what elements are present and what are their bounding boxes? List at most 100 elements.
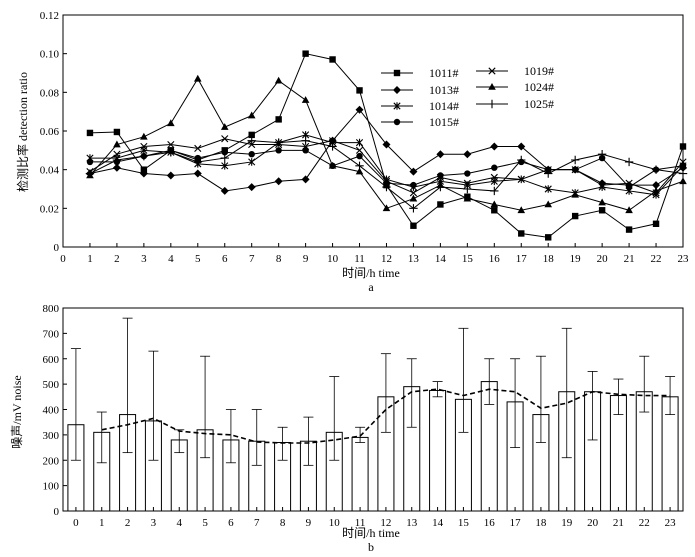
chart-a-point-1013#: [139, 169, 148, 178]
chart-b-xtick-label: 15: [458, 517, 470, 529]
chart-a-xtick-label: 10: [327, 253, 339, 265]
chart-a-point-1024#: [274, 76, 283, 84]
chart-a-point-1015#: [491, 164, 498, 171]
chart-b-ylabel: 噪声/mV noise: [10, 375, 24, 448]
chart-a-point-1011#: [86, 129, 94, 137]
chart-a-ytick-label: 0: [54, 242, 60, 254]
chart-a-point-1024#: [247, 111, 256, 119]
chart-a-point-1024#: [571, 190, 579, 198]
chart-a-xtick-label: 23: [678, 253, 690, 265]
chart-a-point-1019#: [328, 137, 337, 145]
chart-a-point-1024#: [517, 206, 526, 214]
chart-b-bar: [248, 440, 266, 512]
chart-b-xtick-label: 6: [228, 517, 234, 529]
chart-a-point-1011#: [410, 222, 417, 229]
chart-a-xtick-label: 12: [381, 253, 392, 265]
chart-a-xtick-label: 13: [408, 253, 420, 265]
chart-a-point-1024#: [193, 74, 202, 82]
chart-a-point-1024#: [220, 123, 229, 130]
chart-a-point-1024#: [652, 186, 660, 194]
chart-a-point-1011#: [571, 212, 579, 220]
chart-a-point-1025#: [112, 155, 122, 165]
chart-a-point-1011#: [113, 128, 121, 136]
chart-b-xtick-label: 5: [202, 517, 208, 529]
chart-a-legend-label: 1019#: [524, 64, 554, 78]
chart-a-point-1011#: [625, 226, 633, 233]
chart-a-point-1013#: [517, 142, 526, 151]
chart-a-point-1019#: [625, 179, 633, 187]
chart-a-legend-label: 1014#: [429, 99, 459, 113]
chart-b-bar: [480, 381, 498, 512]
chart-a-point-1015#: [275, 147, 282, 154]
chart-a-point-1025#: [355, 161, 364, 170]
chart-b-xtick-label: 10: [329, 517, 341, 529]
chart-a-xtick-label: 4: [168, 253, 174, 265]
chart-a-legend-label: 1025#: [524, 97, 554, 111]
chart-b-bar: [609, 395, 627, 512]
chart-b-ytick-label: 500: [43, 379, 60, 391]
chart-b-ytick-label: 0: [54, 506, 60, 518]
chart-a-point-1025#: [301, 136, 310, 145]
chart-a-point-1025#: [544, 169, 553, 178]
chart-a: 检测比率 detection ratio 时间/h time a 0 0.02 0.…: [15, 10, 689, 294]
chart-a-xtick-label: 5: [195, 253, 201, 265]
chart-a-point-1015#: [221, 149, 228, 156]
chart-b-ytick-label: 300: [43, 430, 60, 442]
chart-a-point-1019#: [382, 177, 391, 185]
chart-a-xlabel: 时间/h time: [342, 266, 400, 280]
chart-a-point-1013#: [463, 150, 472, 159]
chart-a-legend-marker: [393, 86, 401, 94]
chart-a-point-1025#: [85, 169, 95, 178]
chart-a-point-1025#: [166, 148, 176, 157]
chart-a-legend-marker: [393, 102, 401, 110]
chart-a-point-1013#: [436, 150, 445, 159]
chart-a-xtick-label: 17: [516, 253, 528, 265]
chart-a-point-1013#: [112, 163, 121, 172]
chart-a-point-1025#: [678, 169, 688, 178]
chart-b-bar: [584, 391, 602, 512]
chart-a-point-1013#: [193, 169, 202, 178]
chart-b-xtick-label: 12: [380, 517, 391, 529]
chart-a-xtick-label: 3: [141, 253, 147, 265]
chart-b-ytick-label: 400: [43, 405, 60, 417]
chart-a-point-1025#: [382, 182, 391, 192]
chart-b-xtick-label: 17: [510, 517, 522, 529]
chart-a-point-1025#: [463, 184, 472, 194]
chart-a-point-1025#: [436, 182, 445, 192]
chart-a-xtick-label: 6: [222, 253, 228, 265]
chart-b-xlabel: 时间/h time: [342, 526, 400, 540]
chart-a-point-1019#: [355, 146, 364, 154]
chart-b-bar: [299, 440, 317, 512]
chart-b-xtick-label: 19: [561, 517, 573, 529]
chart-b-bar: [93, 431, 111, 512]
chart-b-bar: [144, 420, 162, 512]
chart-a-point-1019#: [679, 158, 687, 166]
chart-a-point-1024#: [301, 96, 310, 103]
chart-b-xtick-label: 16: [484, 517, 496, 529]
chart-a-point-1024#: [382, 204, 391, 212]
chart-b-xtick-label: 22: [639, 517, 650, 529]
chart-a-xtick-label: 20: [597, 253, 609, 265]
chart-a-point-1019#: [194, 144, 202, 152]
chart-b-bar: [454, 398, 472, 512]
chart-a-ytick-label: 0.04: [40, 165, 60, 177]
chart-b-bar: [196, 429, 214, 512]
chart-b-panel-label: b: [368, 540, 374, 554]
chart-b-bar: [635, 391, 653, 512]
chart-b-ytick-label: 800: [43, 303, 60, 315]
chart-a-point-1013#: [409, 167, 418, 176]
chart-a-point-1019#: [167, 140, 175, 149]
chart-b-xtick-label: 8: [280, 517, 286, 529]
chart-a-ytick-label: 0.10: [40, 49, 60, 61]
chart-a-xtick-label: 22: [651, 253, 662, 265]
chart-a-point-1024#: [625, 206, 633, 214]
chart-a-point-1025#: [328, 142, 337, 151]
chart-a-point-1025#: [597, 150, 607, 159]
chart-a-point-1011#: [491, 207, 498, 214]
chart-a-xtick-label: 0: [60, 253, 66, 265]
chart-a-xtick-label: 16: [489, 253, 501, 265]
chart-a-point-1024#: [113, 140, 121, 148]
chart-a-panel-label: a: [368, 280, 374, 294]
chart-a-point-1024#: [490, 200, 499, 208]
